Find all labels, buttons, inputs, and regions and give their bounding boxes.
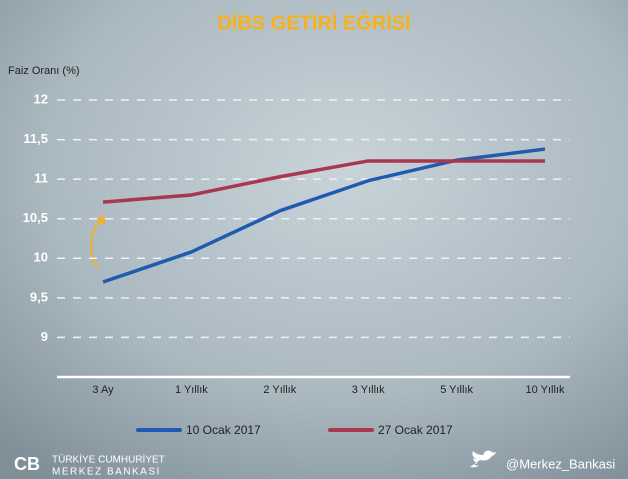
y-axis-label: Faiz Oranı (%) [8,65,80,77]
x-tick-label: 10 Yıllık [526,384,565,396]
legend-label: 27 Ocak 2017 [378,423,453,437]
y-tick-label: 10,5 [23,210,48,225]
twitter-icon [470,450,496,468]
y-tick-label: 11 [34,171,48,186]
y-tick-label: 11,5 [23,131,48,146]
logo-mark: CB [14,454,40,474]
y-tick-label: 9 [41,329,48,344]
series-line [102,159,545,204]
x-tick-label: 5 Yıllık [440,384,473,396]
y-tick-label: 10 [34,250,48,265]
series-line [102,147,546,284]
chart-title: DİBS GETİRİ EĞRİSİ [217,10,410,34]
x-tick-label: 3 Ay [92,384,114,396]
annotation-arrowhead [96,214,106,224]
twitter-handle: @Merkez_Bankasi [506,456,615,471]
y-tick-label: 12 [34,91,48,106]
org-name: MERKEZ BANKASI [52,467,161,478]
x-tick-label: 2 Yıllık [263,384,296,396]
x-tick-label: 3 Yıllık [352,384,385,396]
y-tick-label: 9,5 [30,289,48,304]
legend-label: 10 Ocak 2017 [186,423,261,437]
x-tick-label: 1 Yıllık [175,384,208,396]
org-name: TÜRKİYE CUMHURİYET [52,453,165,466]
